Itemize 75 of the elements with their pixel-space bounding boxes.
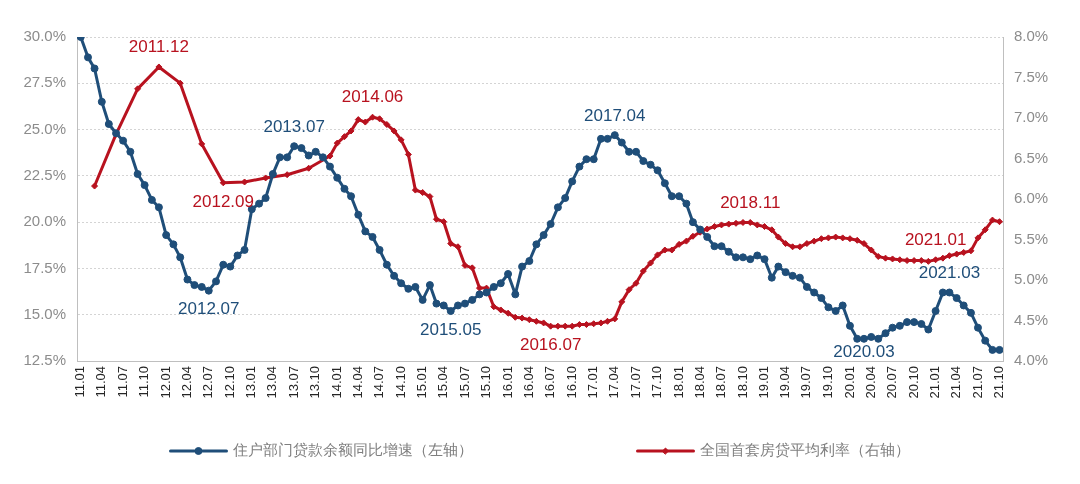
x-tick-label: 20.01 [841, 366, 857, 399]
legend-label: 住户部门贷款余额同比增速（左轴） [231, 441, 473, 459]
y2-tick-label: 5.0% [1014, 270, 1049, 288]
annotation: 2013.07 [263, 116, 325, 136]
x-tick-label: 17.07 [627, 366, 643, 399]
y-tick-label: 15.0% [23, 304, 66, 322]
x-tick-label: 12.01 [157, 366, 173, 399]
y2-tick-label: 5.5% [1014, 229, 1049, 247]
y2-tick-label: 4.5% [1014, 310, 1049, 328]
x-tick-label: 21.10 [991, 366, 1007, 399]
x-tick-label: 21.01 [927, 366, 943, 399]
x-tick-label: 13.07 [285, 366, 301, 399]
x-tick-label: 17.04 [606, 366, 622, 399]
x-tick-label: 18.04 [691, 366, 707, 399]
x-tick-label: 20.10 [905, 366, 921, 399]
y-tick-label: 20.0% [23, 212, 66, 230]
x-tick-label: 21.07 [969, 366, 985, 399]
annotation: 2017.04 [584, 105, 646, 125]
annotation: 2021.03 [918, 263, 981, 283]
x-tick-label: 17.01 [585, 366, 601, 399]
x-tick-label: 19.10 [820, 366, 835, 399]
y2-tick-label: 6.5% [1014, 148, 1049, 166]
x-tick-label: 13.04 [264, 366, 280, 399]
x-tick-label: 18.10 [734, 366, 750, 399]
annotation: 2016.07 [519, 334, 582, 354]
y2-tick-label: 8.0% [1014, 27, 1049, 45]
x-tick-label: 15.01 [414, 366, 430, 399]
legend-label: 全国首套房贷平均利率（右轴） [699, 441, 910, 459]
x-tick-label: 19.01 [756, 366, 772, 399]
x-tick-label: 12.07 [200, 366, 216, 399]
y-tick-label: 25.0% [23, 119, 66, 137]
x-tick-label: 20.04 [862, 366, 878, 399]
x-tick-label: 19.04 [777, 366, 793, 399]
y-tick-label: 30.0% [23, 27, 66, 45]
y-tick-label: 27.5% [23, 73, 66, 91]
x-tick-label: 21.04 [948, 366, 964, 399]
x-tick-label: 16.04 [520, 366, 536, 399]
y2-tick-label: 4.0% [1014, 351, 1049, 369]
x-tick-label: 14.07 [371, 366, 387, 399]
x-tick-label: 14.10 [392, 366, 408, 399]
y2-tick-label: 7.0% [1014, 108, 1049, 126]
x-tick-label: 19.07 [798, 366, 814, 399]
y2-tick-label: 6.0% [1014, 189, 1049, 207]
x-tick-label: 12.10 [221, 366, 237, 399]
x-tick-label: 13.01 [243, 366, 259, 399]
y-tick-label: 22.5% [23, 166, 66, 183]
x-tick-label: 15.04 [435, 366, 451, 399]
y-tick-label: 17.5% [23, 258, 66, 276]
y-tick-label: 12.5% [23, 351, 66, 369]
annotation: 2018.11 [720, 192, 781, 212]
x-tick-label: 11.01 [72, 366, 88, 398]
x-tick-label: 18.01 [670, 366, 686, 399]
annotation: 2021.01 [904, 229, 967, 249]
x-tick-label: 16.01 [499, 366, 515, 399]
annotation: 2012.09 [192, 191, 254, 211]
annotation: 2015.05 [420, 319, 482, 339]
x-tick-label: 14.04 [349, 366, 365, 399]
x-tick-label: 11.10 [136, 366, 152, 398]
x-tick-label: 11.07 [114, 366, 130, 398]
x-tick-label: 16.07 [542, 366, 558, 399]
x-tick-label: 15.07 [456, 366, 472, 399]
x-tick-label: 20.07 [884, 366, 900, 399]
y2-tick-label: 7.5% [1014, 67, 1049, 85]
x-tick-label: 12.04 [179, 366, 195, 399]
x-tick-label: 18.07 [713, 366, 729, 399]
x-tick-label: 17.10 [649, 366, 665, 399]
x-tick-label: 16.10 [563, 366, 579, 399]
annotation: 2011.12 [128, 37, 190, 57]
annotation: 2020.03 [833, 341, 895, 361]
annotation: 2014.06 [341, 87, 404, 107]
x-tick-label: 13.10 [307, 366, 323, 399]
x-tick-label: 14.01 [328, 366, 344, 399]
annotation: 2012.07 [178, 299, 240, 319]
x-tick-label: 11.04 [93, 366, 109, 398]
x-tick-label: 15.10 [478, 366, 494, 399]
